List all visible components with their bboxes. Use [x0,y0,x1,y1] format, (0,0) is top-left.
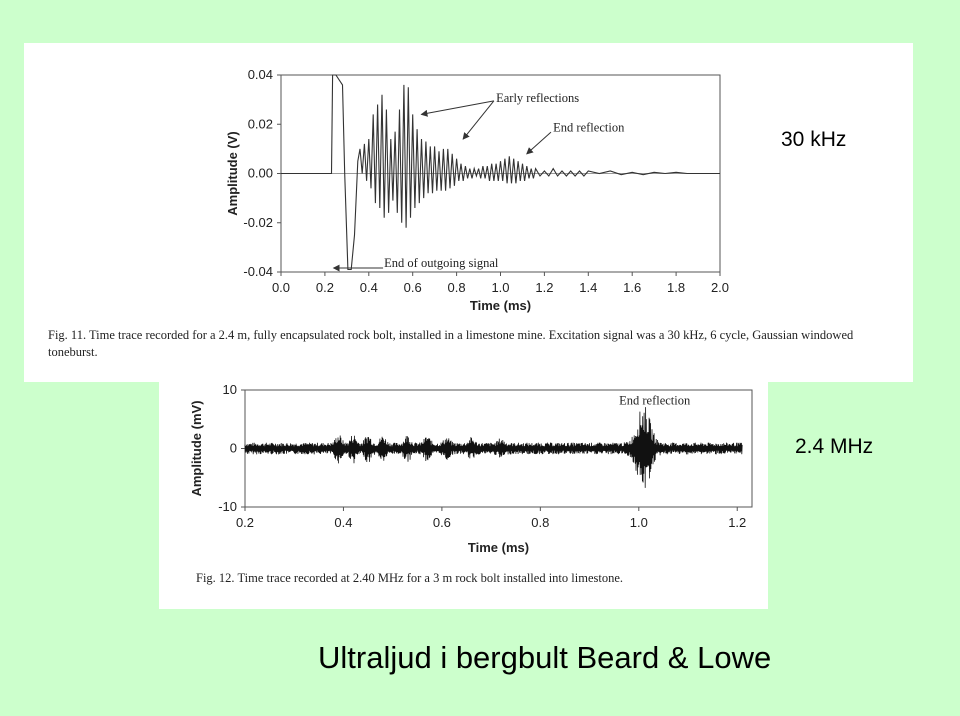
figure-11-panel: 0.0 0.2 0.4 0.6 0.8 1.0 1.2 1.4 1.6 1.8 2.0 0.04 0.0… [24,43,913,382]
x-tick-label: 1.2 [535,280,553,295]
arrow-end-reflection [526,131,552,155]
arrow-early-2 [462,100,495,140]
y-axis-title: Amplitude (mV) [189,400,204,496]
x-tick-label: 0.4 [334,515,352,530]
x-tick-label: 1.8 [667,280,685,295]
x-tick-label: 1.0 [491,280,509,295]
annotation-end-reflection: End reflection [619,394,691,408]
annotation-end-outgoing: End of outgoing signal [384,256,499,270]
x-tick-label: 1.4 [579,280,597,295]
annotation-early-reflections: Early reflections [496,91,579,105]
x-tick-label: 0.8 [531,515,549,530]
chart-2-4mhz: 0.2 0.4 0.6 0.8 1.0 1.2 10 0 -10 Time (ms) Amplitu… [189,382,753,555]
y-tick-label: 10 [223,382,237,397]
x-tick-label: 1.6 [623,280,641,295]
y-tick-label: -0.04 [243,264,273,279]
x-tick-label: 0.6 [404,280,422,295]
x-tick-label: 0.2 [316,280,334,295]
slide-title: Ultraljud i bergbult Beard & Lowe [318,640,772,675]
y-tick-label: -10 [218,499,237,514]
arrow-early-1 [420,100,495,117]
x-tick-label: 0.6 [433,515,451,530]
figure-11-caption: Fig. 11. Time trace recorded for a 2.4 m… [48,328,854,359]
x-tick-label: 1.0 [630,515,648,530]
y-tick-label: 0 [230,441,237,456]
y-tick-label: 0.04 [248,67,273,82]
x-axis-title: Time (ms) [470,298,531,313]
y-tick-label: 0.02 [248,116,273,131]
y-axis-title: Amplitude (V) [225,131,240,216]
chart-30khz: 0.0 0.2 0.4 0.6 0.8 1.0 1.2 1.4 1.6 1.8 2.0 0.04 0.0… [225,67,729,313]
x-tick-label: 0.8 [448,280,466,295]
x-tick-label: 0.2 [236,515,254,530]
y-tick-label: 0.00 [248,166,273,181]
x-tick-label: 0.4 [360,280,378,295]
annotation-end-reflection: End reflection [553,121,625,135]
figure-12-caption: Fig. 12. Time trace recorded at 2.40 MHz… [196,571,624,585]
figure-12-panel: 0.2 0.4 0.6 0.8 1.0 1.2 10 0 -10 Time (ms) Amplitu… [159,380,768,609]
y-tick-label: -0.02 [243,215,273,230]
frequency-label-2-4mhz: 2.4 MHz [795,435,874,458]
frequency-label-30khz: 30 kHz [781,128,847,151]
x-axis-title: Time (ms) [468,540,529,555]
x-tick-label: 1.2 [728,515,746,530]
signal-trace-30khz [281,74,720,271]
x-tick-label: 2.0 [711,280,729,295]
signal-trace-2-4mhz [244,407,743,488]
x-tick-label: 0.0 [272,280,290,295]
